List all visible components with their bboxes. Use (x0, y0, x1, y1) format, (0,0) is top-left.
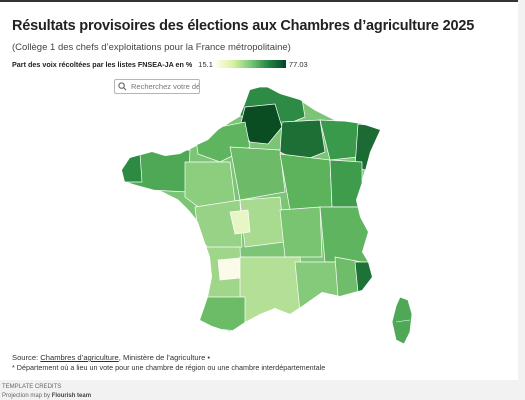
legend-label: Part des voix récoltées par les listes F… (12, 59, 193, 69)
credits-author[interactable]: Flourish team (51, 393, 92, 399)
credits-prefix: Projection map by (2, 393, 52, 399)
page-subtitle: (Collège 1 des chefs d’exploitations pou… (12, 42, 291, 53)
corsica[interactable] (391, 296, 413, 345)
region-gironde-light[interactable] (217, 257, 241, 281)
region-rhone-alpes[interactable] (319, 206, 371, 263)
legend-max: 77.03 (288, 59, 308, 69)
legend-min: 15.1 (198, 59, 213, 69)
region-franche-comte[interactable] (329, 159, 363, 208)
chart-card: Résultats provisoires des élections aux … (0, 0, 518, 380)
region-auvergne[interactable] (279, 206, 323, 258)
color-legend: Part des voix récoltées par les listes F… (12, 58, 308, 70)
source-line: Source: Chambres d’agriculture, Ministèr… (12, 353, 210, 362)
region-languedoc[interactable] (294, 261, 341, 313)
source-suffix: , Ministère de l’agriculture • (118, 353, 211, 362)
region-alpes-maritimes[interactable] (354, 261, 380, 293)
template-credits-label: TEMPLATE CREDITS (2, 384, 62, 390)
region-limousin-light[interactable] (229, 209, 251, 235)
region-champagne[interactable] (279, 119, 326, 163)
template-credits: Projection map by Flourish team (2, 393, 91, 399)
region-brittany-west[interactable] (115, 153, 143, 183)
search-icon (118, 82, 127, 91)
page-title: Résultats provisoires des élections aux … (12, 18, 475, 34)
legend-gradient (215, 60, 286, 68)
source-link[interactable]: Chambres d’agriculture (40, 353, 119, 362)
source-prefix: Source: (12, 353, 41, 362)
france-map[interactable] (100, 82, 430, 352)
region-centre[interactable] (229, 146, 286, 201)
search-input[interactable]: Recherchez votre dép (131, 82, 200, 91)
footnote: * Département où a lieu un vote pour une… (12, 363, 326, 372)
department-search[interactable]: Recherchez votre dép (114, 79, 200, 94)
